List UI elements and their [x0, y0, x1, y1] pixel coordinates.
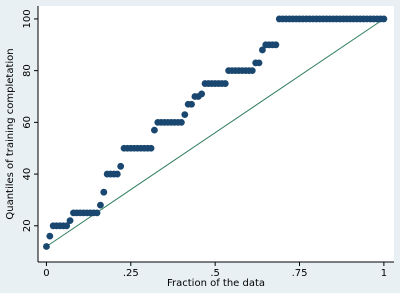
- data-point: [221, 80, 229, 87]
- x-tick-label: 0: [43, 268, 49, 279]
- data-point: [248, 67, 256, 75]
- plot-area: [38, 6, 394, 262]
- y-tick-label: 100: [22, 9, 33, 28]
- data-point: [66, 217, 74, 225]
- x-axis-title: Fraction of the data: [167, 278, 265, 289]
- x-tick-label: 1: [381, 268, 387, 279]
- x-tick-label: .25: [123, 268, 139, 279]
- data-point: [181, 111, 189, 119]
- data-point: [46, 232, 54, 240]
- data-point: [63, 222, 71, 230]
- data-point: [43, 243, 50, 250]
- x-tick-label: .75: [292, 268, 308, 279]
- data-point: [255, 59, 263, 67]
- data-point: [198, 90, 206, 98]
- data-point: [147, 144, 155, 152]
- data-point: [178, 118, 185, 126]
- y-tick-label: 60: [22, 116, 33, 129]
- data-point: [258, 46, 266, 54]
- y-axis-title: Quantiles of training completation: [5, 48, 16, 219]
- y-tick-label: 40: [22, 168, 33, 181]
- reference-line: [46, 18, 385, 247]
- y-tick-label: 80: [22, 64, 33, 77]
- data-point: [113, 170, 121, 178]
- y-tick-label: 20: [22, 219, 33, 232]
- data-point: [272, 41, 280, 49]
- data-point: [97, 201, 104, 209]
- data-point: [100, 188, 108, 196]
- data-point: [188, 100, 195, 108]
- data-point: [151, 126, 158, 134]
- data-point: [380, 15, 388, 23]
- x-tick-label: .5: [210, 268, 220, 279]
- data-point: [93, 209, 101, 217]
- data-point: [117, 162, 125, 170]
